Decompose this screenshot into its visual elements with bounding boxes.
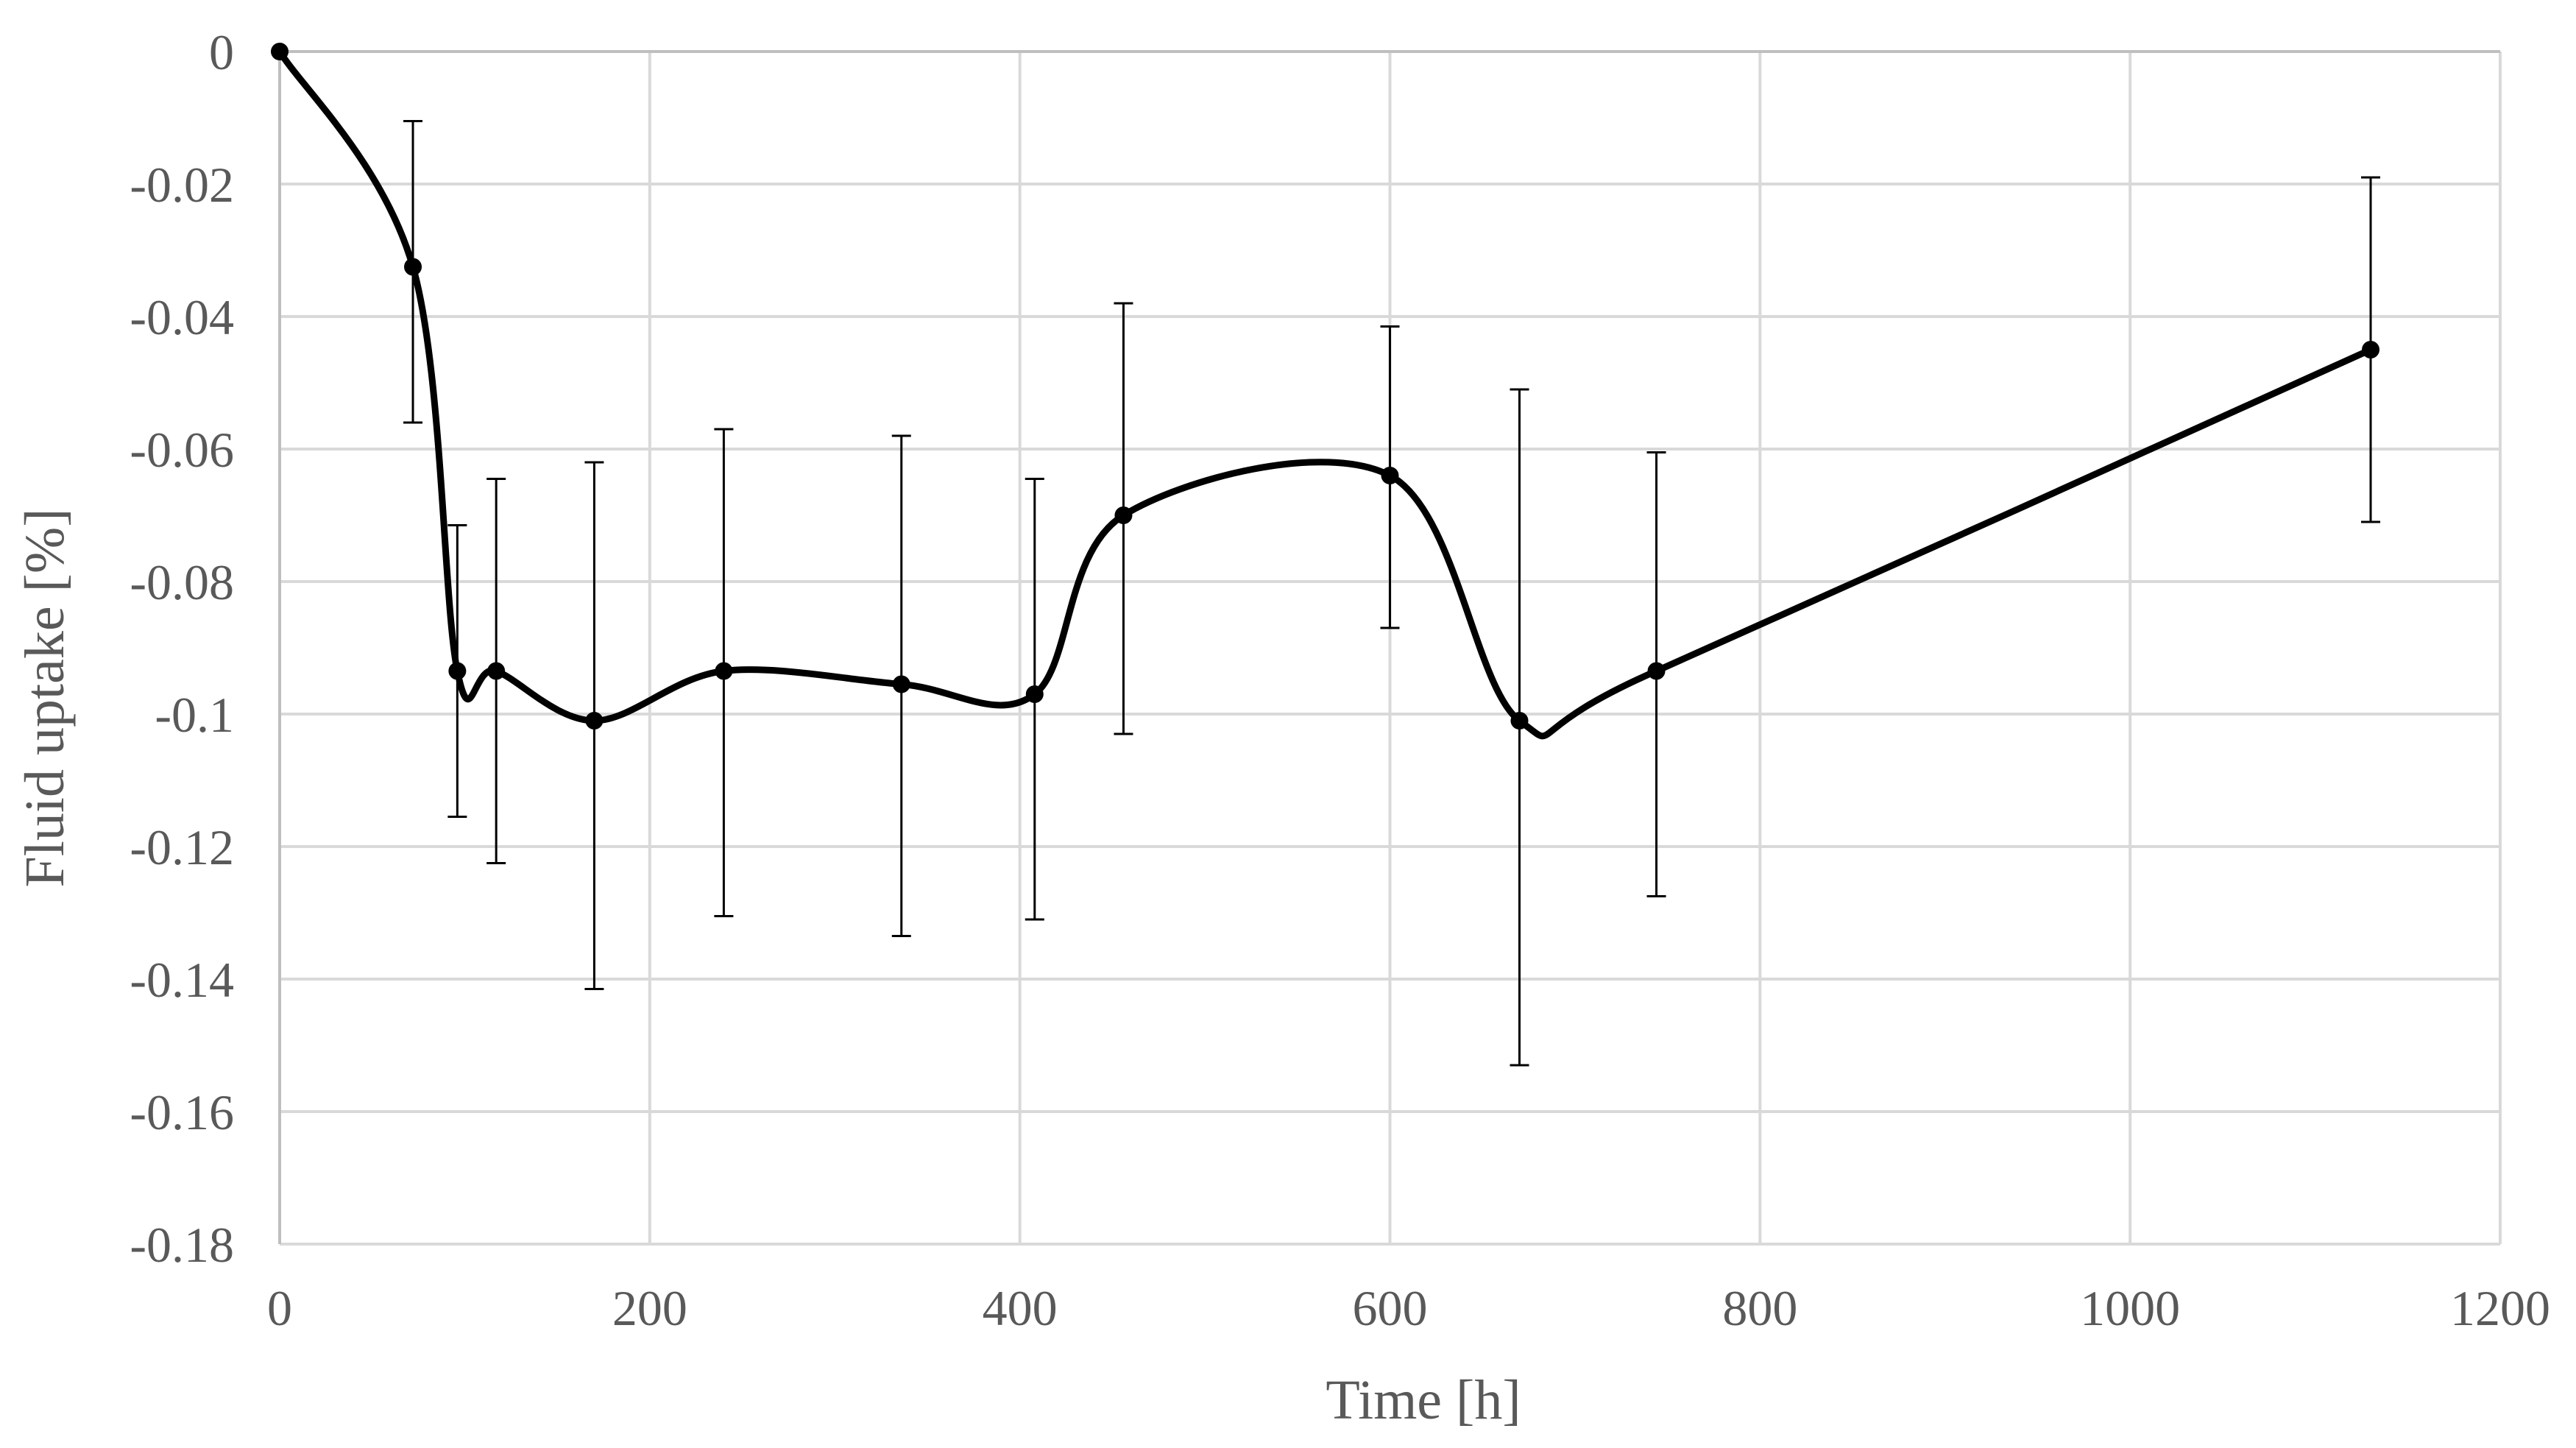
x-tick-label: 600 — [1353, 1280, 1428, 1336]
y-tick-label: -0.14 — [130, 952, 234, 1008]
y-tick-label: -0.04 — [130, 289, 234, 345]
data-point — [271, 43, 289, 60]
data-point — [1114, 506, 1133, 524]
x-tick-label: 1200 — [2450, 1280, 2550, 1336]
series-line-fluid-uptake — [276, 48, 2374, 740]
y-tick-label: 0 — [209, 24, 234, 80]
y-tick-label: -0.06 — [130, 422, 234, 478]
data-point — [1647, 662, 1666, 680]
data-point — [715, 662, 733, 680]
y-tick-label: -0.12 — [130, 819, 234, 875]
x-axis-title: Time [h] — [1326, 1369, 1521, 1431]
data-point — [585, 712, 604, 730]
x-tick-label: 800 — [1722, 1280, 1797, 1336]
data-point — [448, 662, 467, 680]
label-layer: 0 -0.02 -0.04 -0.06 -0.08 -0.1 -0.12 -0.14 -0.16… — [130, 24, 2550, 1336]
data-point — [1510, 712, 1529, 730]
y-tick-label: -0.08 — [130, 554, 234, 610]
data-point — [487, 662, 506, 680]
data-point — [404, 258, 422, 276]
point-layer — [271, 43, 2380, 730]
y-tick-label: -0.18 — [130, 1217, 234, 1273]
data-point — [1025, 685, 1044, 703]
x-tick-label: 200 — [612, 1280, 687, 1336]
y-axis-title: Fluid uptake [%] — [14, 508, 76, 887]
y-tick-label: -0.16 — [130, 1084, 234, 1140]
x-tick-label: 1000 — [2080, 1280, 2180, 1336]
data-point — [2362, 341, 2380, 359]
y-tick-label: -0.1 — [155, 687, 234, 743]
data-point — [892, 675, 910, 693]
series-layer — [276, 48, 2374, 740]
axis-layer — [278, 50, 2500, 1244]
y-tick-label: -0.02 — [130, 157, 234, 213]
error-bar-layer — [403, 120, 2381, 1067]
data-point — [1381, 467, 1399, 484]
x-tick-label: 400 — [983, 1280, 1058, 1336]
grid-layer — [280, 52, 2502, 1246]
x-tick-label: 0 — [267, 1280, 292, 1336]
